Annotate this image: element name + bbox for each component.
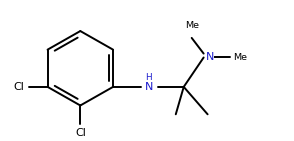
Text: N: N xyxy=(206,52,214,62)
Text: Cl: Cl xyxy=(14,82,25,92)
Text: Me: Me xyxy=(233,53,248,62)
Text: H: H xyxy=(146,73,152,82)
Text: Cl: Cl xyxy=(75,128,86,138)
Text: N: N xyxy=(145,82,153,92)
Text: Me: Me xyxy=(185,21,199,30)
